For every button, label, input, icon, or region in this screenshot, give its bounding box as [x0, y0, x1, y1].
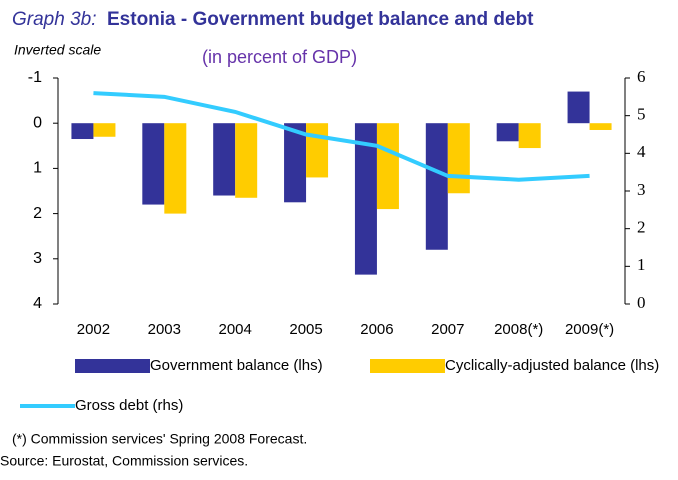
- bar: [71, 123, 94, 140]
- bar: [235, 123, 258, 198]
- chart-title: Estonia - Government budget balance and …: [107, 9, 534, 30]
- x-tick-label: 2006: [360, 321, 393, 338]
- x-tick-label: 2002: [77, 321, 110, 338]
- y-tick-label: 2: [33, 205, 42, 222]
- y-tick-label: -1: [28, 69, 42, 86]
- y2-tick-label: 3: [637, 180, 646, 199]
- x-tick-label: 2009(*): [565, 321, 614, 338]
- legend-swatch: [75, 359, 150, 373]
- bar: [425, 123, 448, 250]
- note: Source: Eurostat, Commission services.: [0, 453, 248, 469]
- bar: [164, 123, 187, 214]
- x-tick-label: 2007: [431, 321, 464, 338]
- bar: [284, 123, 307, 203]
- legend-label: Government balance (lhs): [150, 357, 323, 374]
- bar: [567, 91, 590, 124]
- y2-tick-label: 2: [637, 218, 646, 237]
- x-tick-label: 2008(*): [494, 321, 543, 338]
- legend-label: Cyclically-adjusted balance (lhs): [445, 357, 659, 374]
- y2-tick-label: 0: [637, 293, 646, 312]
- y-tick-label: 4: [33, 295, 42, 312]
- y2-tick-label: 5: [637, 105, 646, 124]
- y-tick-label: 3: [33, 250, 42, 267]
- title-prefix: Graph 3b:: [12, 9, 97, 30]
- legend-swatch: [370, 359, 445, 373]
- y2-tick-label: 6: [637, 67, 646, 86]
- x-tick-label: 2005: [289, 321, 322, 338]
- y-tick-label: 1: [33, 160, 42, 177]
- bar: [354, 123, 377, 275]
- subtitle: (in percent of GDP): [202, 47, 357, 67]
- bar: [376, 123, 399, 210]
- axis-note: Inverted scale: [14, 42, 101, 58]
- x-tick-label: 2004: [219, 321, 252, 338]
- legend-label: Gross debt (rhs): [75, 397, 183, 414]
- bar: [447, 123, 470, 194]
- note: (*) Commission services' Spring 2008 For…: [12, 431, 307, 447]
- y2-tick-label: 1: [637, 255, 646, 274]
- bar: [142, 123, 165, 205]
- bar: [496, 123, 519, 142]
- bar: [589, 123, 612, 130]
- y2-tick-label: 4: [637, 142, 646, 161]
- bar: [213, 123, 236, 196]
- bar: [93, 123, 116, 137]
- bar: [306, 123, 329, 178]
- bar: [518, 123, 541, 149]
- line: [93, 91, 590, 182]
- y-tick-label: 0: [33, 114, 42, 131]
- x-tick-label: 2003: [148, 321, 181, 338]
